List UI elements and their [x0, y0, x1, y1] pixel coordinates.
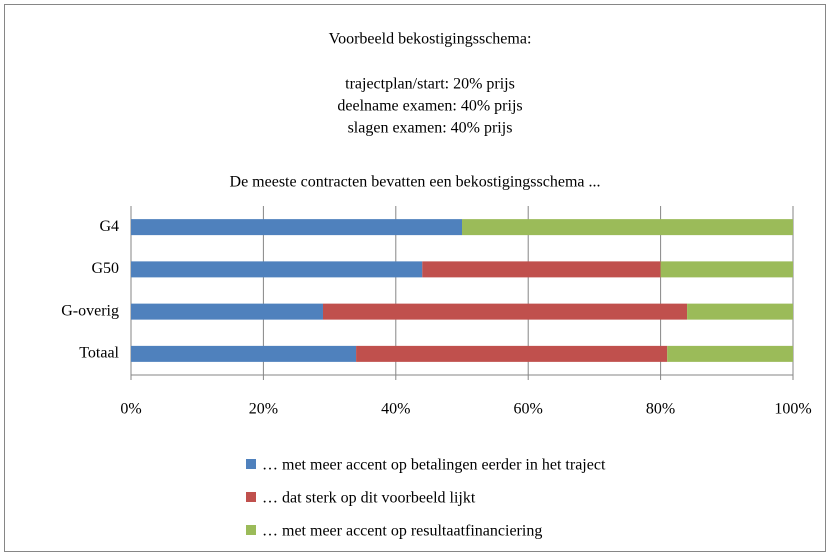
x-tick-label: 20% [249, 401, 278, 418]
y-tick-label: G-overig [61, 302, 119, 319]
bar-segment [462, 219, 793, 236]
bar-segment [687, 303, 793, 320]
subtitle-line: trajectplan/start: 20% prijs [345, 76, 515, 93]
bar-segment [131, 345, 357, 362]
chart-title: Voorbeeld bekostigingsschema: [329, 31, 532, 48]
bar-segment [131, 261, 423, 278]
bar-segment [660, 261, 793, 278]
legend-label: … dat sterk op dit voorbeeld lijkt [262, 490, 476, 507]
y-tick-label: G4 [99, 218, 119, 235]
bar-segment [131, 303, 323, 320]
x-tick-label: 100% [774, 401, 811, 418]
legend-swatch [246, 459, 256, 469]
x-tick-label: 40% [381, 401, 410, 418]
chart-border [4, 4, 826, 552]
x-tick-label: 0% [120, 401, 141, 418]
subtitle-line: slagen examen: 40% prijs [348, 120, 513, 137]
legend-swatch [246, 492, 256, 502]
subtitle-line: deelname examen: 40% prijs [337, 98, 522, 115]
bar-segment [667, 345, 793, 362]
legend-swatch [246, 525, 256, 535]
bar-segment [322, 303, 688, 320]
bar-segment [422, 261, 661, 278]
bar-segment [131, 219, 462, 236]
bar-segment [356, 345, 668, 362]
legend-label: … met meer accent op betalingen eerder i… [262, 457, 606, 474]
note: De meeste contracten bevatten een bekost… [230, 174, 601, 191]
legend-label: … met meer accent op resultaatfinancieri… [262, 523, 542, 540]
x-tick-label: 80% [646, 401, 675, 418]
y-tick-label: Totaal [79, 345, 119, 362]
x-tick-label: 60% [514, 401, 543, 418]
y-tick-label: G50 [91, 260, 119, 277]
